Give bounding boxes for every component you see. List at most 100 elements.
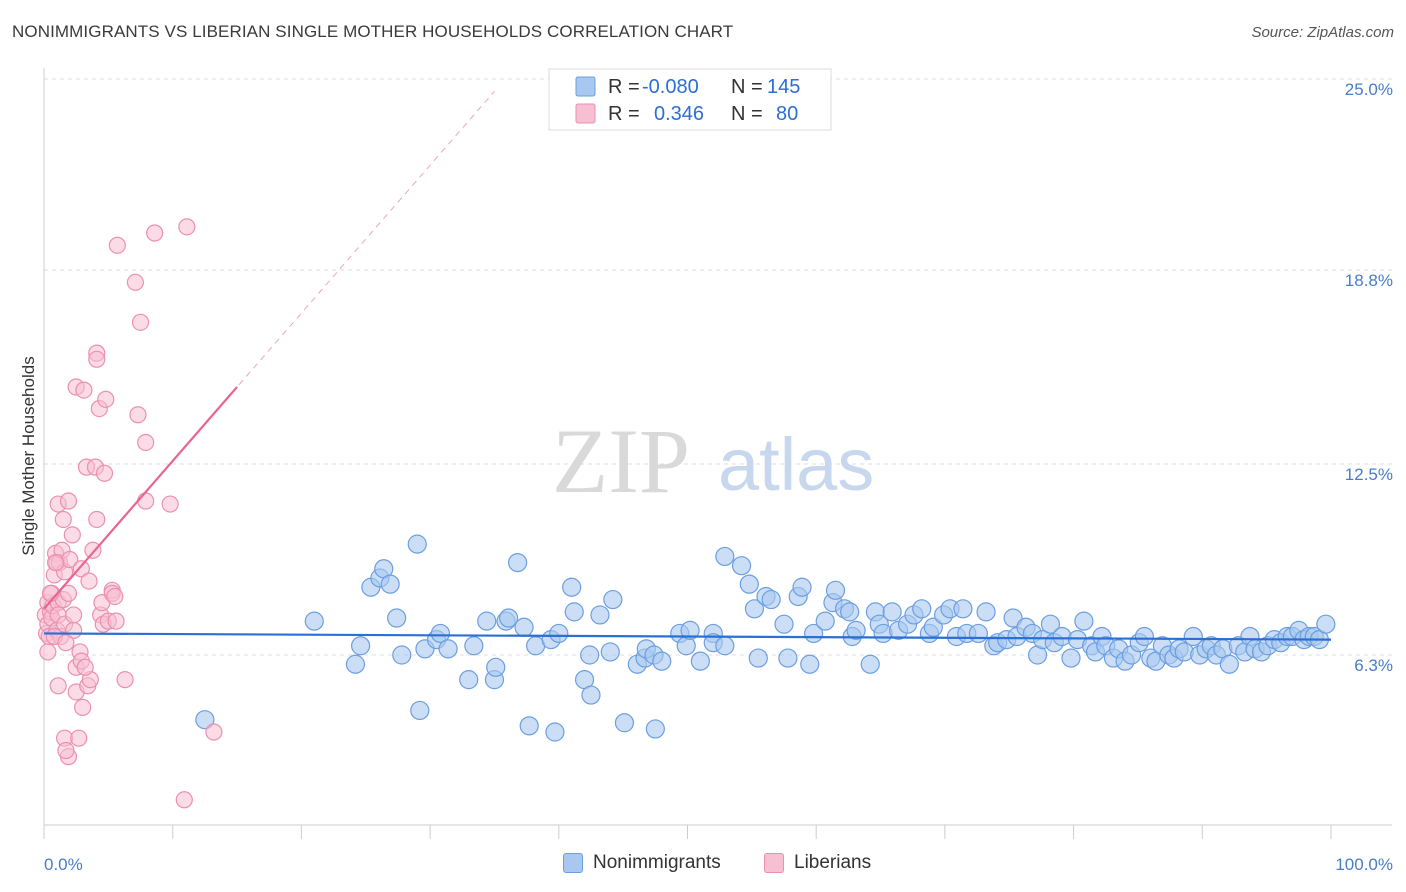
point-nonimmigrants-58 <box>761 589 781 610</box>
point-nonimmigrants-35 <box>590 605 610 625</box>
legend-item-liberians[interactable]: Liberians <box>764 852 871 874</box>
point-nonimmigrants-76 <box>882 602 902 622</box>
point-nonimmigrants-11 <box>410 700 430 721</box>
legend-swatch-blue <box>575 76 596 97</box>
point-nonimmigrants-52 <box>715 546 735 567</box>
point-nonimmigrants-38 <box>614 713 635 733</box>
series-nonimmigrants <box>195 534 1336 742</box>
point-nonimmigrants-14 <box>430 623 450 644</box>
point-liberians-28 <box>57 741 75 760</box>
watermark: ZIP atlas <box>552 410 874 512</box>
point-nonimmigrants-37 <box>603 589 623 610</box>
point-liberians-69 <box>161 495 179 513</box>
point-nonimmigrants-102 <box>1061 648 1081 668</box>
legend-n-label-1: N = <box>731 76 763 98</box>
legend-r-value-1: -0.080 <box>642 76 699 98</box>
series-liberians <box>36 218 223 809</box>
point-nonimmigrants-51 <box>715 636 735 656</box>
point-nonimmigrants-20 <box>486 657 506 677</box>
legend-stats: R = -0.080 N = 145 R = 0.346 N = 80 <box>548 68 832 131</box>
point-nonimmigrants-36 <box>600 642 620 662</box>
point-nonimmigrants-1 <box>304 611 324 631</box>
point-liberians-54 <box>95 464 114 482</box>
legend-r-value-2: 0.346 <box>654 103 704 125</box>
point-liberians-25 <box>49 677 67 695</box>
point-liberians-72 <box>205 723 223 741</box>
point-nonimmigrants-53 <box>731 556 752 576</box>
point-nonimmigrants-67 <box>825 580 846 600</box>
x-tick-label-0: 0.0% <box>44 855 83 874</box>
point-nonimmigrants-82 <box>923 617 943 637</box>
point-liberians-43 <box>80 572 98 590</box>
chart-title: NONIMMIGRANTS VS LIBERIAN SINGLE MOTHER … <box>12 22 734 41</box>
point-liberians-40 <box>75 381 93 399</box>
point-nonimmigrants-16 <box>459 670 479 690</box>
point-nonimmigrants-69 <box>840 602 860 622</box>
point-nonimmigrants-71 <box>846 620 866 640</box>
point-liberians-38 <box>74 698 92 716</box>
point-liberians-34 <box>70 729 88 747</box>
point-nonimmigrants-55 <box>744 599 765 619</box>
point-liberians-37 <box>72 560 90 578</box>
point-liberians-67 <box>137 433 155 452</box>
point-nonimmigrants-28 <box>545 722 565 742</box>
point-nonimmigrants-47 <box>680 620 700 640</box>
y-tick-label-2: 18.8% <box>1345 271 1393 290</box>
point-nonimmigrants-31 <box>564 602 584 622</box>
point-nonimmigrants-7 <box>380 574 400 594</box>
point-nonimmigrants-93 <box>1003 608 1023 628</box>
point-nonimmigrants-63 <box>800 654 820 674</box>
legend-n-value-2: 80 <box>776 103 798 125</box>
trend-line-nonimmigrants <box>43 632 1332 641</box>
point-liberians-29 <box>63 526 81 544</box>
legend-r-label-1: R = <box>608 76 640 98</box>
legend-swatch-nonimmigrants <box>563 853 583 873</box>
point-nonimmigrants-2 <box>345 654 366 674</box>
point-liberians-55 <box>97 390 115 408</box>
legend-label-liberians: Liberians <box>794 852 872 873</box>
legend-bottom: Nonimmigrants Liberians <box>0 852 1406 878</box>
point-nonimmigrants-33 <box>580 645 600 665</box>
point-nonimmigrants-104 <box>1074 611 1094 631</box>
point-nonimmigrants-44 <box>652 651 672 671</box>
point-nonimmigrants-8 <box>387 608 407 628</box>
point-liberians-59 <box>106 587 124 606</box>
y-axis-label: Single Mother Households <box>19 356 38 555</box>
grid-lines <box>44 78 1392 656</box>
trend-lines <box>43 90 1332 641</box>
point-nonimmigrants-30 <box>562 577 582 597</box>
point-nonimmigrants-25 <box>519 716 539 736</box>
point-nonimmigrants-144 <box>1316 614 1336 634</box>
point-nonimmigrants-86 <box>953 599 973 619</box>
legend-item-nonimmigrants[interactable]: Nonimmigrants <box>563 852 721 874</box>
point-nonimmigrants-10 <box>407 534 427 554</box>
axes <box>43 68 1392 839</box>
point-liberians-71 <box>175 791 193 809</box>
point-nonimmigrants-88 <box>968 623 988 644</box>
point-nonimmigrants-75 <box>873 623 893 644</box>
point-liberians-73 <box>39 643 57 661</box>
point-liberians-66 <box>137 492 155 510</box>
point-nonimmigrants-29 <box>549 623 569 644</box>
point-nonimmigrants-24 <box>514 617 534 637</box>
legend-r-label-2: R = <box>608 103 640 125</box>
point-liberians-68 <box>146 224 164 242</box>
y-tick-label-0: 6.3% <box>1354 656 1393 675</box>
point-liberians-75 <box>57 634 75 652</box>
trend-line-liberians <box>43 386 238 610</box>
point-nonimmigrants-17 <box>464 636 484 656</box>
point-liberians-30 <box>59 584 78 602</box>
legend-n-value-1: 145 <box>767 76 800 98</box>
point-liberians-79 <box>46 553 65 572</box>
watermark-atlas: atlas <box>718 423 874 506</box>
point-nonimmigrants-18 <box>477 611 497 631</box>
point-nonimmigrants-114 <box>1134 626 1154 647</box>
point-nonimmigrants-101 <box>1052 626 1072 647</box>
point-nonimmigrants-56 <box>748 648 768 668</box>
point-nonimmigrants-60 <box>778 648 798 668</box>
point-liberians-64 <box>129 406 147 424</box>
point-liberians-47 <box>88 510 106 529</box>
point-liberians-21 <box>54 510 72 529</box>
point-nonimmigrants-72 <box>860 654 880 674</box>
point-nonimmigrants-122 <box>1183 626 1203 647</box>
